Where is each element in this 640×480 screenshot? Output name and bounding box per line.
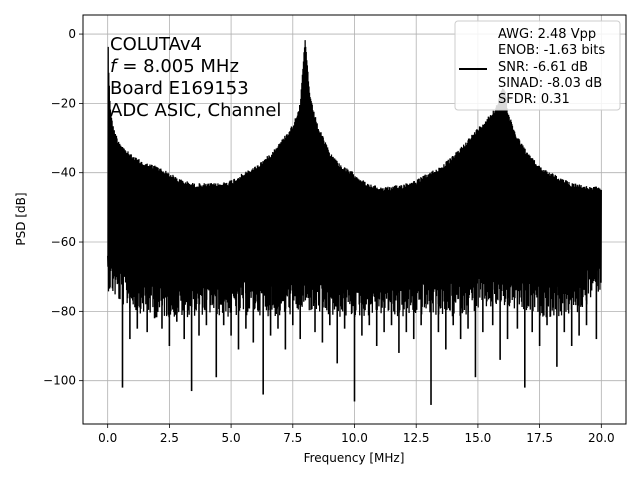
y-tick-label: −40 bbox=[51, 166, 76, 180]
annotation-f-symbol: f bbox=[110, 56, 119, 77]
x-tick-label: 17.5 bbox=[526, 431, 553, 445]
chart-annotation: COLUTAv4 f = 8.005 MHz Board E169153 ADC … bbox=[110, 34, 281, 121]
annotation-line-4: ADC ASIC, Channel bbox=[110, 100, 281, 121]
y-axis-ticks: 0 −20 −40 −60 −80 −100 bbox=[43, 27, 83, 388]
psd-line bbox=[107, 40, 602, 318]
legend-sinad: SINAD: -8.03 dB bbox=[498, 76, 602, 91]
psd-trace bbox=[107, 40, 602, 405]
legend-awg: AWG: 2.48 Vpp bbox=[498, 27, 596, 42]
x-tick-label: 5.0 bbox=[222, 431, 241, 445]
annotation-line-3: Board E169153 bbox=[110, 78, 249, 99]
annotation-line-2: f = 8.005 MHz bbox=[110, 56, 239, 77]
annotation-frequency: = 8.005 MHz bbox=[122, 56, 239, 77]
legend-sfdr: SFDR: 0.31 bbox=[498, 92, 570, 107]
y-tick-label: −20 bbox=[51, 96, 76, 110]
x-tick-label: 7.5 bbox=[283, 431, 302, 445]
annotation-line-1: COLUTAv4 bbox=[110, 34, 202, 55]
x-axis-ticks: 0.0 2.5 5.0 7.5 10.0 12.5 15.0 17.5 20.0 bbox=[98, 424, 615, 445]
x-tick-label: 20.0 bbox=[588, 431, 615, 445]
y-tick-label: −60 bbox=[51, 235, 76, 249]
x-tick-label: 2.5 bbox=[160, 431, 179, 445]
y-tick-label: 0 bbox=[68, 27, 76, 41]
legend-enob: ENOB: -1.63 bits bbox=[498, 43, 605, 58]
y-tick-label: −80 bbox=[51, 304, 76, 318]
y-tick-label: −100 bbox=[43, 374, 76, 388]
legend: AWG: 2.48 Vpp ENOB: -1.63 bits SNR: -6.6… bbox=[454, 20, 621, 111]
legend-box bbox=[454, 20, 621, 111]
x-tick-label: 15.0 bbox=[465, 431, 492, 445]
y-axis-label: PSD [dB] bbox=[14, 192, 28, 245]
x-tick-label: 12.5 bbox=[403, 431, 430, 445]
x-axis-label: Frequency [MHz] bbox=[304, 451, 405, 465]
legend-snr: SNR: -6.61 dB bbox=[498, 60, 588, 75]
x-tick-label: 0.0 bbox=[98, 431, 117, 445]
x-tick-label: 10.0 bbox=[341, 431, 368, 445]
